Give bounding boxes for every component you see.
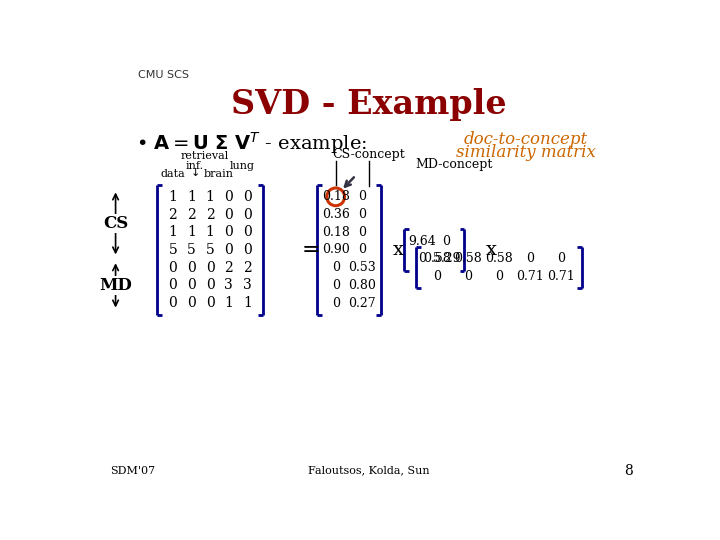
- Text: 0: 0: [168, 261, 177, 275]
- Text: 0: 0: [206, 279, 215, 292]
- Text: • $\mathbf{A} = \mathbf{U}\ \mathbf{\Sigma}\ \mathbf{V}^T$ - example:: • $\mathbf{A} = \mathbf{U}\ \mathbf{\Sig…: [137, 130, 368, 156]
- Text: 0: 0: [243, 243, 252, 257]
- Text: 5: 5: [187, 243, 196, 257]
- Text: 0: 0: [358, 191, 366, 204]
- Text: 3: 3: [243, 279, 252, 292]
- Text: 0.71: 0.71: [547, 270, 575, 283]
- Text: 0: 0: [332, 279, 340, 292]
- Text: SVD - Example: SVD - Example: [231, 89, 507, 122]
- Text: x: x: [393, 241, 404, 259]
- Text: 0: 0: [187, 261, 196, 275]
- Text: 1: 1: [225, 296, 233, 310]
- Text: 0: 0: [358, 208, 366, 221]
- Text: 1: 1: [168, 190, 177, 204]
- Text: 0.36: 0.36: [322, 208, 350, 221]
- Text: 0.18: 0.18: [322, 191, 350, 204]
- Text: doc-to-concept: doc-to-concept: [464, 131, 588, 148]
- Text: 2: 2: [187, 207, 196, 221]
- Text: 0: 0: [358, 226, 366, 239]
- Text: 9.64: 9.64: [408, 234, 436, 248]
- Text: 0: 0: [225, 243, 233, 257]
- Text: Faloutsos, Kolda, Sun: Faloutsos, Kolda, Sun: [308, 465, 430, 476]
- Text: 1: 1: [206, 225, 215, 239]
- Text: 0.71: 0.71: [516, 270, 544, 283]
- Text: 0: 0: [243, 190, 252, 204]
- Text: 0: 0: [464, 270, 472, 283]
- Text: 0.53: 0.53: [348, 261, 376, 274]
- Text: 0.27: 0.27: [348, 296, 376, 309]
- Text: MD-concept: MD-concept: [415, 158, 493, 171]
- Text: 3: 3: [225, 279, 233, 292]
- Text: 0: 0: [358, 244, 366, 256]
- Text: 0.58: 0.58: [485, 252, 513, 265]
- Text: brain: brain: [204, 169, 234, 179]
- Text: data: data: [161, 169, 185, 179]
- Text: 0: 0: [225, 225, 233, 239]
- Text: 2: 2: [225, 261, 233, 275]
- Text: 0.58: 0.58: [423, 252, 451, 265]
- Text: 0: 0: [433, 270, 441, 283]
- Text: 0: 0: [495, 270, 503, 283]
- Text: 0: 0: [526, 252, 534, 265]
- Text: 0.58: 0.58: [454, 252, 482, 265]
- Text: 0.18: 0.18: [322, 226, 350, 239]
- Text: 1: 1: [168, 225, 177, 239]
- Text: 1: 1: [243, 296, 252, 310]
- Text: CMU SCS: CMU SCS: [138, 70, 189, 80]
- Text: 0: 0: [206, 296, 215, 310]
- Text: 0.80: 0.80: [348, 279, 376, 292]
- Text: 2: 2: [243, 261, 252, 275]
- Text: 0: 0: [418, 252, 426, 265]
- Text: 0: 0: [557, 252, 565, 265]
- Text: 0: 0: [187, 279, 196, 292]
- Text: CS: CS: [103, 215, 128, 232]
- Text: 5: 5: [168, 243, 177, 257]
- Text: 0: 0: [332, 296, 340, 309]
- Text: lung: lung: [230, 161, 254, 171]
- Text: 5.29: 5.29: [433, 252, 460, 265]
- Text: SDM'07: SDM'07: [110, 465, 156, 476]
- Text: CS-concept: CS-concept: [333, 148, 405, 161]
- Text: 1: 1: [206, 190, 215, 204]
- Text: 0: 0: [206, 261, 215, 275]
- Text: 1: 1: [187, 225, 196, 239]
- Text: 0: 0: [443, 234, 451, 248]
- Text: x: x: [486, 241, 497, 259]
- Text: 0.90: 0.90: [322, 244, 349, 256]
- Text: 0: 0: [225, 190, 233, 204]
- Text: 0: 0: [243, 207, 252, 221]
- Text: 0: 0: [225, 207, 233, 221]
- Text: 2: 2: [206, 207, 215, 221]
- Text: ↓: ↓: [191, 168, 200, 178]
- Text: 8: 8: [624, 463, 633, 477]
- Text: =: =: [302, 239, 320, 261]
- Text: 5: 5: [206, 243, 215, 257]
- Text: 0: 0: [243, 225, 252, 239]
- Text: 0: 0: [168, 296, 177, 310]
- Text: 2: 2: [168, 207, 177, 221]
- Text: inf.: inf.: [186, 161, 204, 171]
- Text: MD: MD: [99, 277, 132, 294]
- Text: similarity matrix: similarity matrix: [456, 144, 595, 161]
- Text: 0: 0: [187, 296, 196, 310]
- Text: 0: 0: [332, 261, 340, 274]
- Text: retrieval: retrieval: [181, 151, 229, 161]
- Text: 1: 1: [187, 190, 196, 204]
- Text: 0: 0: [168, 279, 177, 292]
